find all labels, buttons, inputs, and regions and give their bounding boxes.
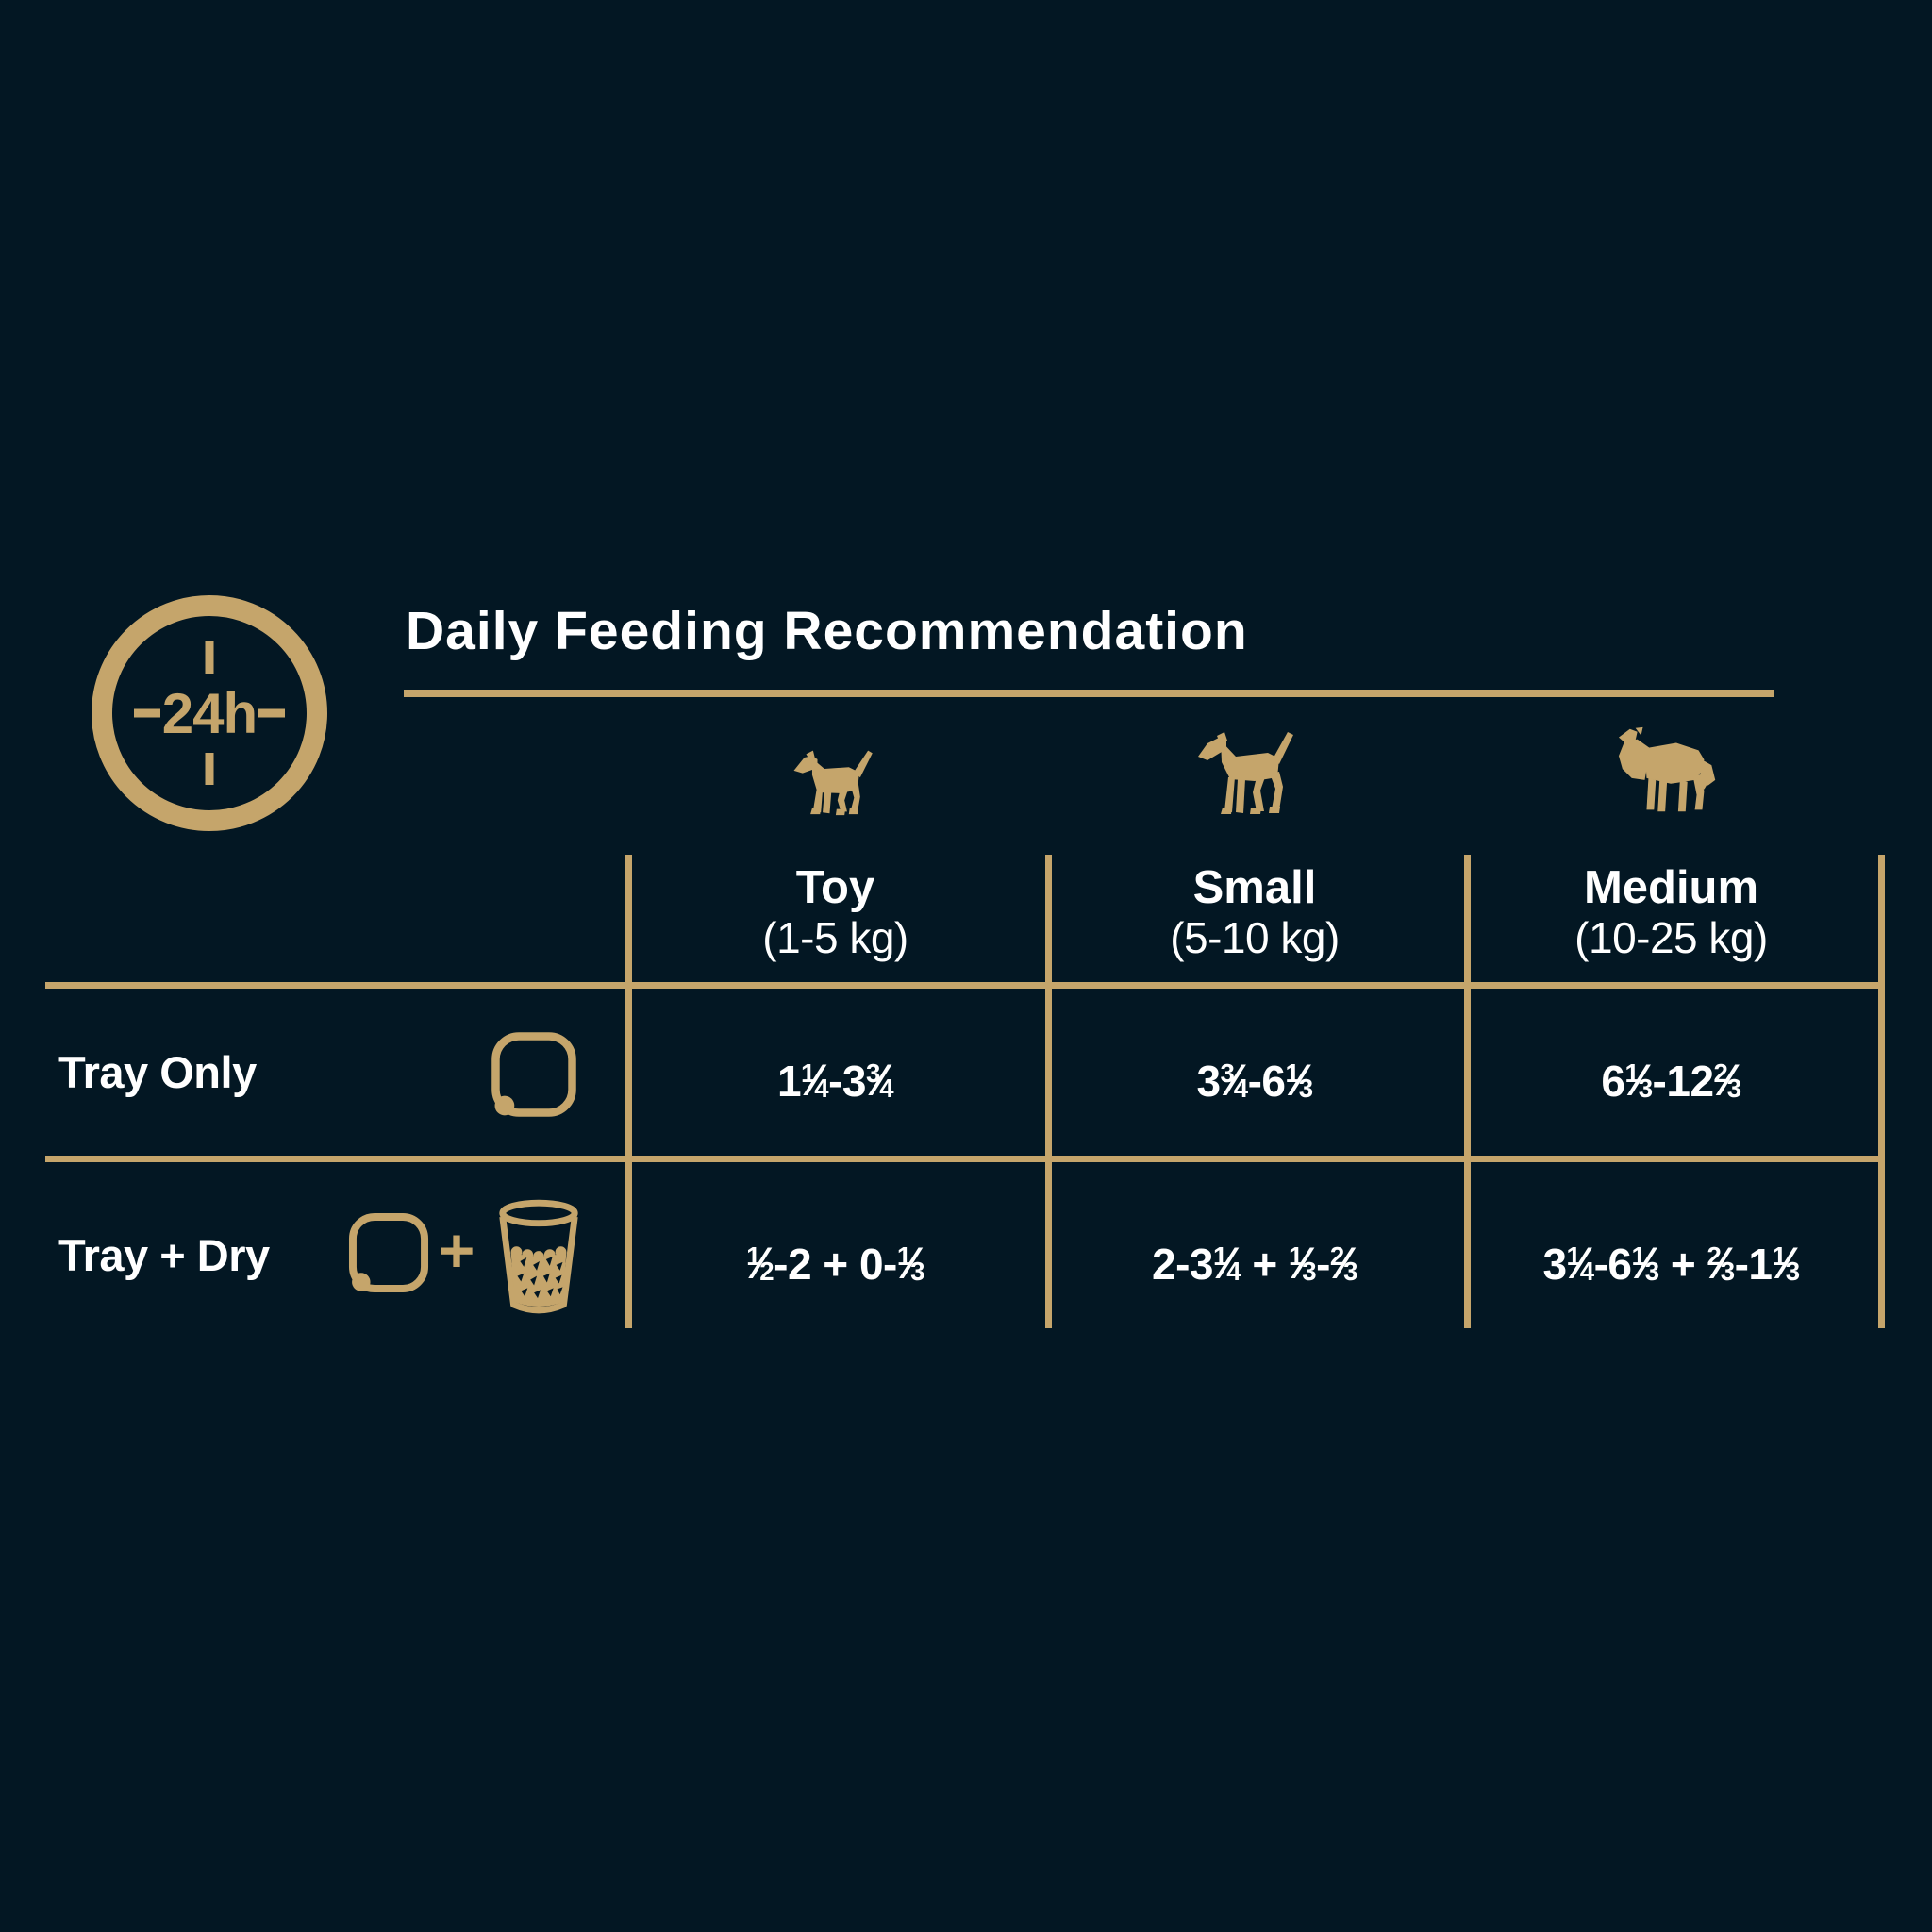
table-divider-2 — [1045, 855, 1052, 1328]
dry-food-cup-icon — [491, 1192, 587, 1324]
value-tray-dry-toy: 1⁄2-2 + 0-1⁄3 — [629, 1226, 1041, 1302]
table-divider-4 — [1878, 855, 1885, 1328]
tray-icon — [488, 1028, 580, 1121]
fraction: 1⁄3 — [1285, 1056, 1314, 1106]
fraction: 1⁄3 — [1624, 1056, 1653, 1106]
fraction: 1⁄3 — [1289, 1239, 1317, 1289]
value-tray-dry-medium: 31⁄4-61⁄3 + 2⁄3-11⁄3 — [1468, 1226, 1874, 1302]
fraction: 2⁄3 — [1713, 1056, 1742, 1106]
row-label-tray-dry: Tray + Dry — [58, 1230, 270, 1280]
medium-dog-icon — [1617, 725, 1728, 820]
clock-ring — [92, 595, 327, 831]
column-header-medium: Medium — [1583, 862, 1759, 913]
fraction: 1⁄2 — [746, 1239, 774, 1289]
fraction: 1⁄4 — [1213, 1239, 1241, 1289]
table-divider-3 — [1464, 855, 1471, 1328]
table-row-line-1 — [45, 982, 1885, 989]
table-divider-1 — [625, 855, 632, 1328]
column-weight-toy: (1-5 kg) — [762, 913, 908, 962]
tray-icon — [345, 1209, 432, 1296]
row-label-tray-only: Tray Only — [58, 1047, 257, 1097]
page-title: Daily Feeding Recommendation — [406, 601, 1248, 661]
fraction: 1⁄3 — [1772, 1239, 1800, 1289]
toy-dog-icon — [788, 746, 882, 816]
value-tray-only-medium: 61⁄3-122⁄3 — [1468, 1043, 1874, 1119]
fraction: 1⁄3 — [896, 1239, 925, 1289]
value-tray-only-toy: 11⁄4-33⁄4 — [629, 1043, 1041, 1119]
value-tray-only-small: 33⁄4-61⁄3 — [1049, 1043, 1460, 1119]
fraction: 2⁄3 — [1329, 1239, 1358, 1289]
column-weight-small: (5-10 kg) — [1170, 913, 1340, 962]
table-row-line-2 — [45, 1156, 1885, 1162]
clock-24h-label: 24h — [161, 681, 258, 745]
fraction: 1⁄3 — [1631, 1239, 1660, 1289]
column-header-toy: Toy — [795, 862, 875, 913]
24h-clock-icon: 24h — [91, 594, 328, 832]
fraction: 3⁄4 — [866, 1056, 894, 1106]
fraction: 1⁄4 — [1566, 1239, 1595, 1289]
fraction: 1⁄4 — [801, 1056, 829, 1106]
small-dog-icon — [1196, 727, 1313, 820]
fraction: 3⁄4 — [1220, 1056, 1249, 1106]
column-header-small: Small — [1192, 862, 1317, 913]
title-underline — [404, 690, 1774, 697]
value-tray-dry-small: 2-31⁄4 + 1⁄3-2⁄3 — [1049, 1226, 1460, 1302]
fraction: 2⁄3 — [1707, 1239, 1736, 1289]
plus-icon: + — [438, 1215, 475, 1285]
column-weight-medium: (10-25 kg) — [1574, 913, 1768, 962]
